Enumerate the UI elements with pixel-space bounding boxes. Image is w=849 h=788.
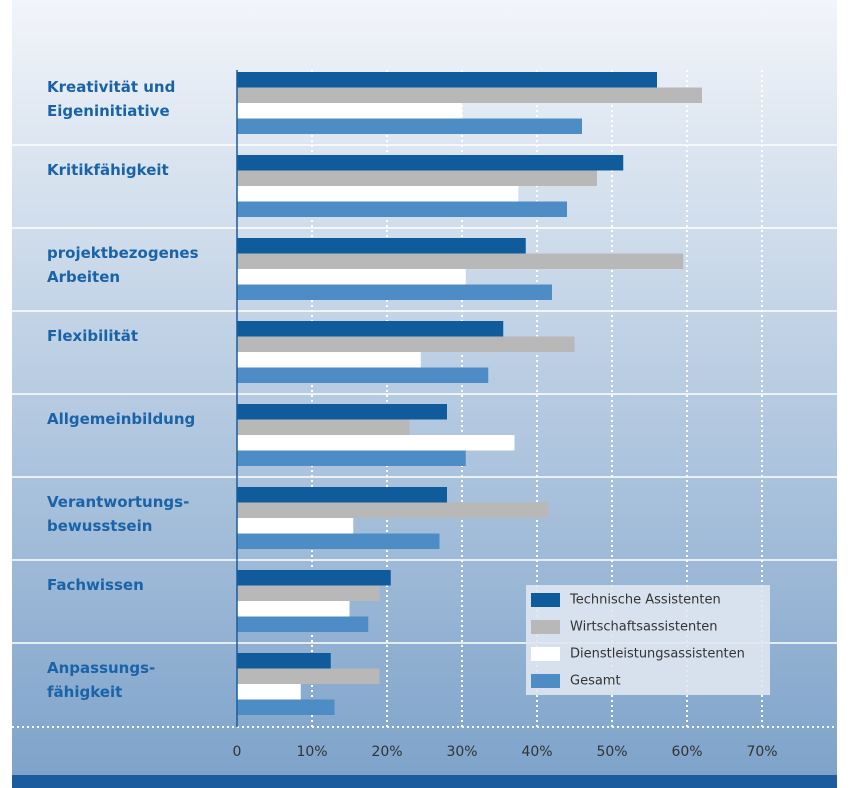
x-tick-label: 0 (233, 744, 242, 760)
bar (237, 118, 582, 134)
bar (237, 352, 421, 368)
x-tick-label: 70% (746, 744, 777, 760)
bar (237, 419, 410, 435)
bar (237, 103, 462, 119)
legend-swatch (531, 674, 560, 688)
bar (237, 533, 440, 549)
footer-band (12, 775, 837, 788)
legend-label: Technische Assistenten (569, 593, 721, 608)
bar (237, 155, 624, 171)
category-label: Kritikfähigkeit (47, 161, 169, 179)
legend-swatch (531, 620, 560, 634)
legend-swatch (531, 647, 560, 661)
bar (237, 284, 552, 300)
bar (237, 653, 331, 669)
bar (237, 87, 702, 103)
bar (237, 450, 466, 466)
bar (237, 238, 526, 254)
legend-box (526, 585, 770, 695)
x-tick-label: 40% (521, 744, 552, 760)
category-label: Allgemeinbildung (47, 410, 196, 428)
bar (237, 601, 350, 617)
x-tick-label: 60% (671, 744, 702, 760)
bar (237, 269, 466, 285)
bar (237, 435, 515, 451)
bar (237, 502, 549, 518)
bar (237, 699, 335, 715)
bar (237, 668, 380, 684)
bar (237, 487, 447, 503)
legend-label: Dienstleistungsassistenten (570, 647, 745, 662)
bar (237, 367, 489, 383)
x-tick-label: 20% (371, 744, 402, 760)
bar (237, 570, 391, 586)
x-tick-label: 30% (446, 744, 477, 760)
bar (237, 253, 684, 269)
bar (237, 404, 447, 420)
bar (237, 72, 657, 88)
category-label: Anpassungs- fähigkeit (47, 659, 156, 701)
category-label: Fachwissen (47, 576, 144, 594)
legend-label: Gesamt (570, 674, 621, 689)
bar (237, 684, 301, 700)
bar (237, 585, 380, 601)
legend-label: Wirtschaftsassistenten (570, 620, 718, 635)
category-label: Flexibilität (47, 327, 139, 345)
bar (237, 170, 597, 186)
x-tick-label: 10% (296, 744, 327, 760)
bar (237, 616, 369, 632)
x-tick-label: 50% (596, 744, 627, 760)
legend-swatch (531, 593, 560, 607)
bar (237, 336, 575, 352)
category-label: Verantwortungs- bewusstsein (47, 493, 190, 535)
bar (237, 201, 567, 217)
category-label: projektbezogenes Arbeiten (47, 244, 199, 286)
bar (237, 518, 354, 534)
bar (237, 321, 504, 337)
bar (237, 186, 519, 202)
category-label: Kreativität und Eigeninitiative (47, 78, 176, 120)
